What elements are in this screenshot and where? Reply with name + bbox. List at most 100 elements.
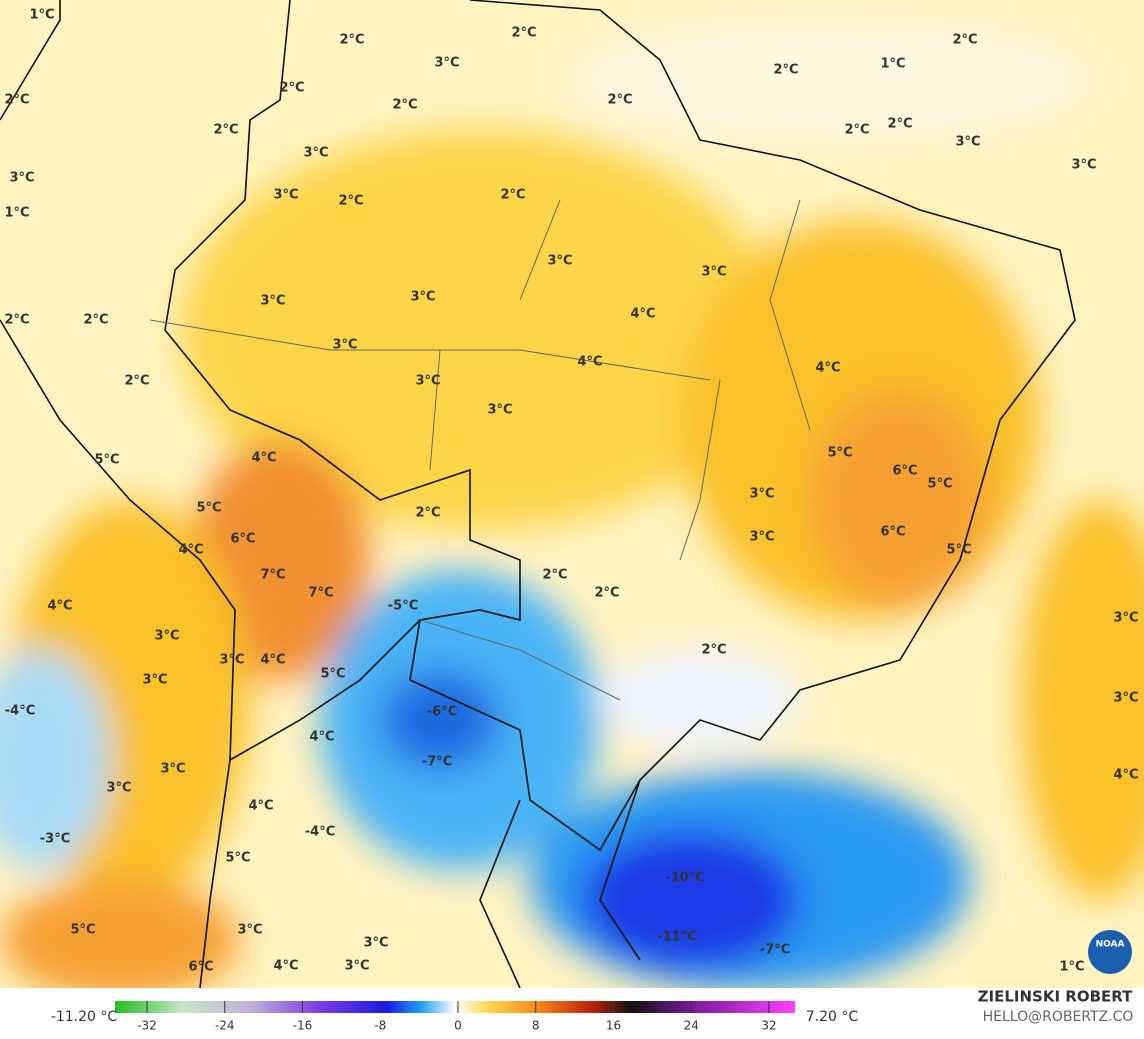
- temperature-label: 3°C: [154, 629, 179, 644]
- temperature-label: 2°C: [415, 506, 440, 521]
- colorbar-tick-label: 24: [684, 1019, 699, 1033]
- temperature-label: 3°C: [1113, 691, 1138, 706]
- temperature-label: 7°C: [260, 568, 285, 583]
- temperature-label: 3°C: [1113, 611, 1138, 626]
- temperature-label: 2°C: [392, 98, 417, 113]
- temperature-label: 6°C: [880, 525, 905, 540]
- temperature-label: 4°C: [260, 653, 285, 668]
- colorbar-tick-label: -24: [215, 1019, 235, 1033]
- colorbar-tick-label: 32: [761, 1019, 776, 1033]
- temperature-label: 6°C: [230, 532, 255, 547]
- temperature-label: 3°C: [1071, 158, 1096, 173]
- temperature-label: 2°C: [4, 313, 29, 328]
- temperature-label: 5°C: [70, 923, 95, 938]
- temperature-label: -4°C: [305, 825, 335, 840]
- temperature-label: 1°C: [1059, 960, 1084, 975]
- temperature-label: 2°C: [4, 93, 29, 108]
- temperature-label: 4°C: [309, 730, 334, 745]
- temperature-label: 4°C: [47, 599, 72, 614]
- temperature-label: 3°C: [547, 254, 572, 269]
- author: ZIELINSKI ROBERT: [978, 988, 1133, 1006]
- temperature-label: 2°C: [338, 194, 363, 209]
- temperature-label: 4°C: [251, 451, 276, 466]
- temperature-label: 3°C: [260, 294, 285, 309]
- temperature-label: 4°C: [273, 959, 298, 974]
- temperature-field: [0, 0, 1144, 1000]
- temperature-label: 5°C: [946, 543, 971, 558]
- temperature-label: 3°C: [415, 374, 440, 389]
- temperature-label: 1°C: [29, 8, 54, 23]
- temperature-label: 3°C: [237, 923, 262, 938]
- temperature-label: 2°C: [279, 81, 304, 96]
- temperature-label: 4°C: [815, 361, 840, 376]
- colorbar-tick-label: 0: [454, 1019, 462, 1033]
- colorbar-tick-label: 8: [532, 1019, 540, 1033]
- borders: [0, 0, 1076, 989]
- colorbar-tick-label: -16: [293, 1019, 313, 1033]
- temperature-label: 2°C: [213, 123, 238, 138]
- temperature-label: 2°C: [124, 374, 149, 389]
- temperature-label: 5°C: [94, 453, 119, 468]
- temperature-label: 3°C: [106, 781, 131, 796]
- temperature-label: 7°C: [308, 586, 333, 601]
- colorbar-tick-label: 16: [606, 1019, 621, 1033]
- contact: HELLO@ROBERTZ.CO: [983, 1009, 1134, 1025]
- colorbar: [115, 1001, 795, 1013]
- temperature-label: 3°C: [410, 290, 435, 305]
- temperature-label: 2°C: [607, 93, 632, 108]
- temperature-label: -7°C: [422, 755, 452, 770]
- temperature-label: 3°C: [219, 653, 244, 668]
- temperature-label: 6°C: [188, 960, 213, 975]
- temperature-label: 5°C: [225, 851, 250, 866]
- temperature-label: 5°C: [320, 667, 345, 682]
- temperature-label: 3°C: [955, 135, 980, 150]
- temperature-label: 3°C: [434, 56, 459, 71]
- temperature-label: 4°C: [248, 799, 273, 814]
- temperature-label: 3°C: [749, 487, 774, 502]
- temperature-label: 3°C: [344, 959, 369, 974]
- temperature-label: -7°C: [760, 943, 790, 958]
- temperature-label: 4°C: [1113, 768, 1138, 783]
- temperature-label: -4°C: [5, 704, 35, 719]
- temperature-label: 2°C: [500, 188, 525, 203]
- temperature-label: 3°C: [160, 762, 185, 777]
- temperature-label: 2°C: [542, 568, 567, 583]
- temperature-label: 2°C: [339, 33, 364, 48]
- temperature-label: 5°C: [196, 501, 221, 516]
- temperature-label: 3°C: [487, 403, 512, 418]
- temperature-label: 4°C: [630, 307, 655, 322]
- colorbar-tick-label: -8: [374, 1019, 386, 1033]
- temperature-label: 5°C: [927, 477, 952, 492]
- temperature-label: 3°C: [701, 265, 726, 280]
- temperature-label: 5°C: [827, 446, 852, 461]
- temperature-label: 1°C: [4, 206, 29, 221]
- temperature-label: -10°C: [665, 871, 705, 886]
- logo-text: NOAA: [1096, 940, 1125, 950]
- temperature-label: 4°C: [178, 543, 203, 558]
- temperature-label: 3°C: [749, 530, 774, 545]
- temperature-label: 3°C: [303, 146, 328, 161]
- temperature-label: 2°C: [701, 643, 726, 658]
- colorbar-min: -11.20 °C: [51, 1009, 118, 1025]
- temperature-label: 2°C: [594, 586, 619, 601]
- temperature-label: -11°C: [657, 930, 697, 945]
- temperature-label: 3°C: [273, 188, 298, 203]
- temperature-label: 3°C: [142, 673, 167, 688]
- colorbar-max: 7.20 °C: [806, 1009, 859, 1025]
- temperature-label: -6°C: [427, 705, 457, 720]
- temperature-label: 2°C: [887, 117, 912, 132]
- temperature-label: 1°C: [880, 57, 905, 72]
- temperature-label: 3°C: [9, 171, 34, 186]
- temperature-label: 4°C: [577, 355, 602, 370]
- temperature-label: 6°C: [892, 464, 917, 479]
- state-lines: [149, 199, 811, 701]
- temperature-label: 3°C: [332, 338, 357, 353]
- temperature-label: 2°C: [844, 123, 869, 138]
- temperature-label: 2°C: [952, 33, 977, 48]
- temperature-label: 2°C: [511, 26, 536, 41]
- temperature-label: -5°C: [388, 599, 418, 614]
- logo: [1088, 930, 1132, 974]
- temperature-label: -3°C: [40, 832, 70, 847]
